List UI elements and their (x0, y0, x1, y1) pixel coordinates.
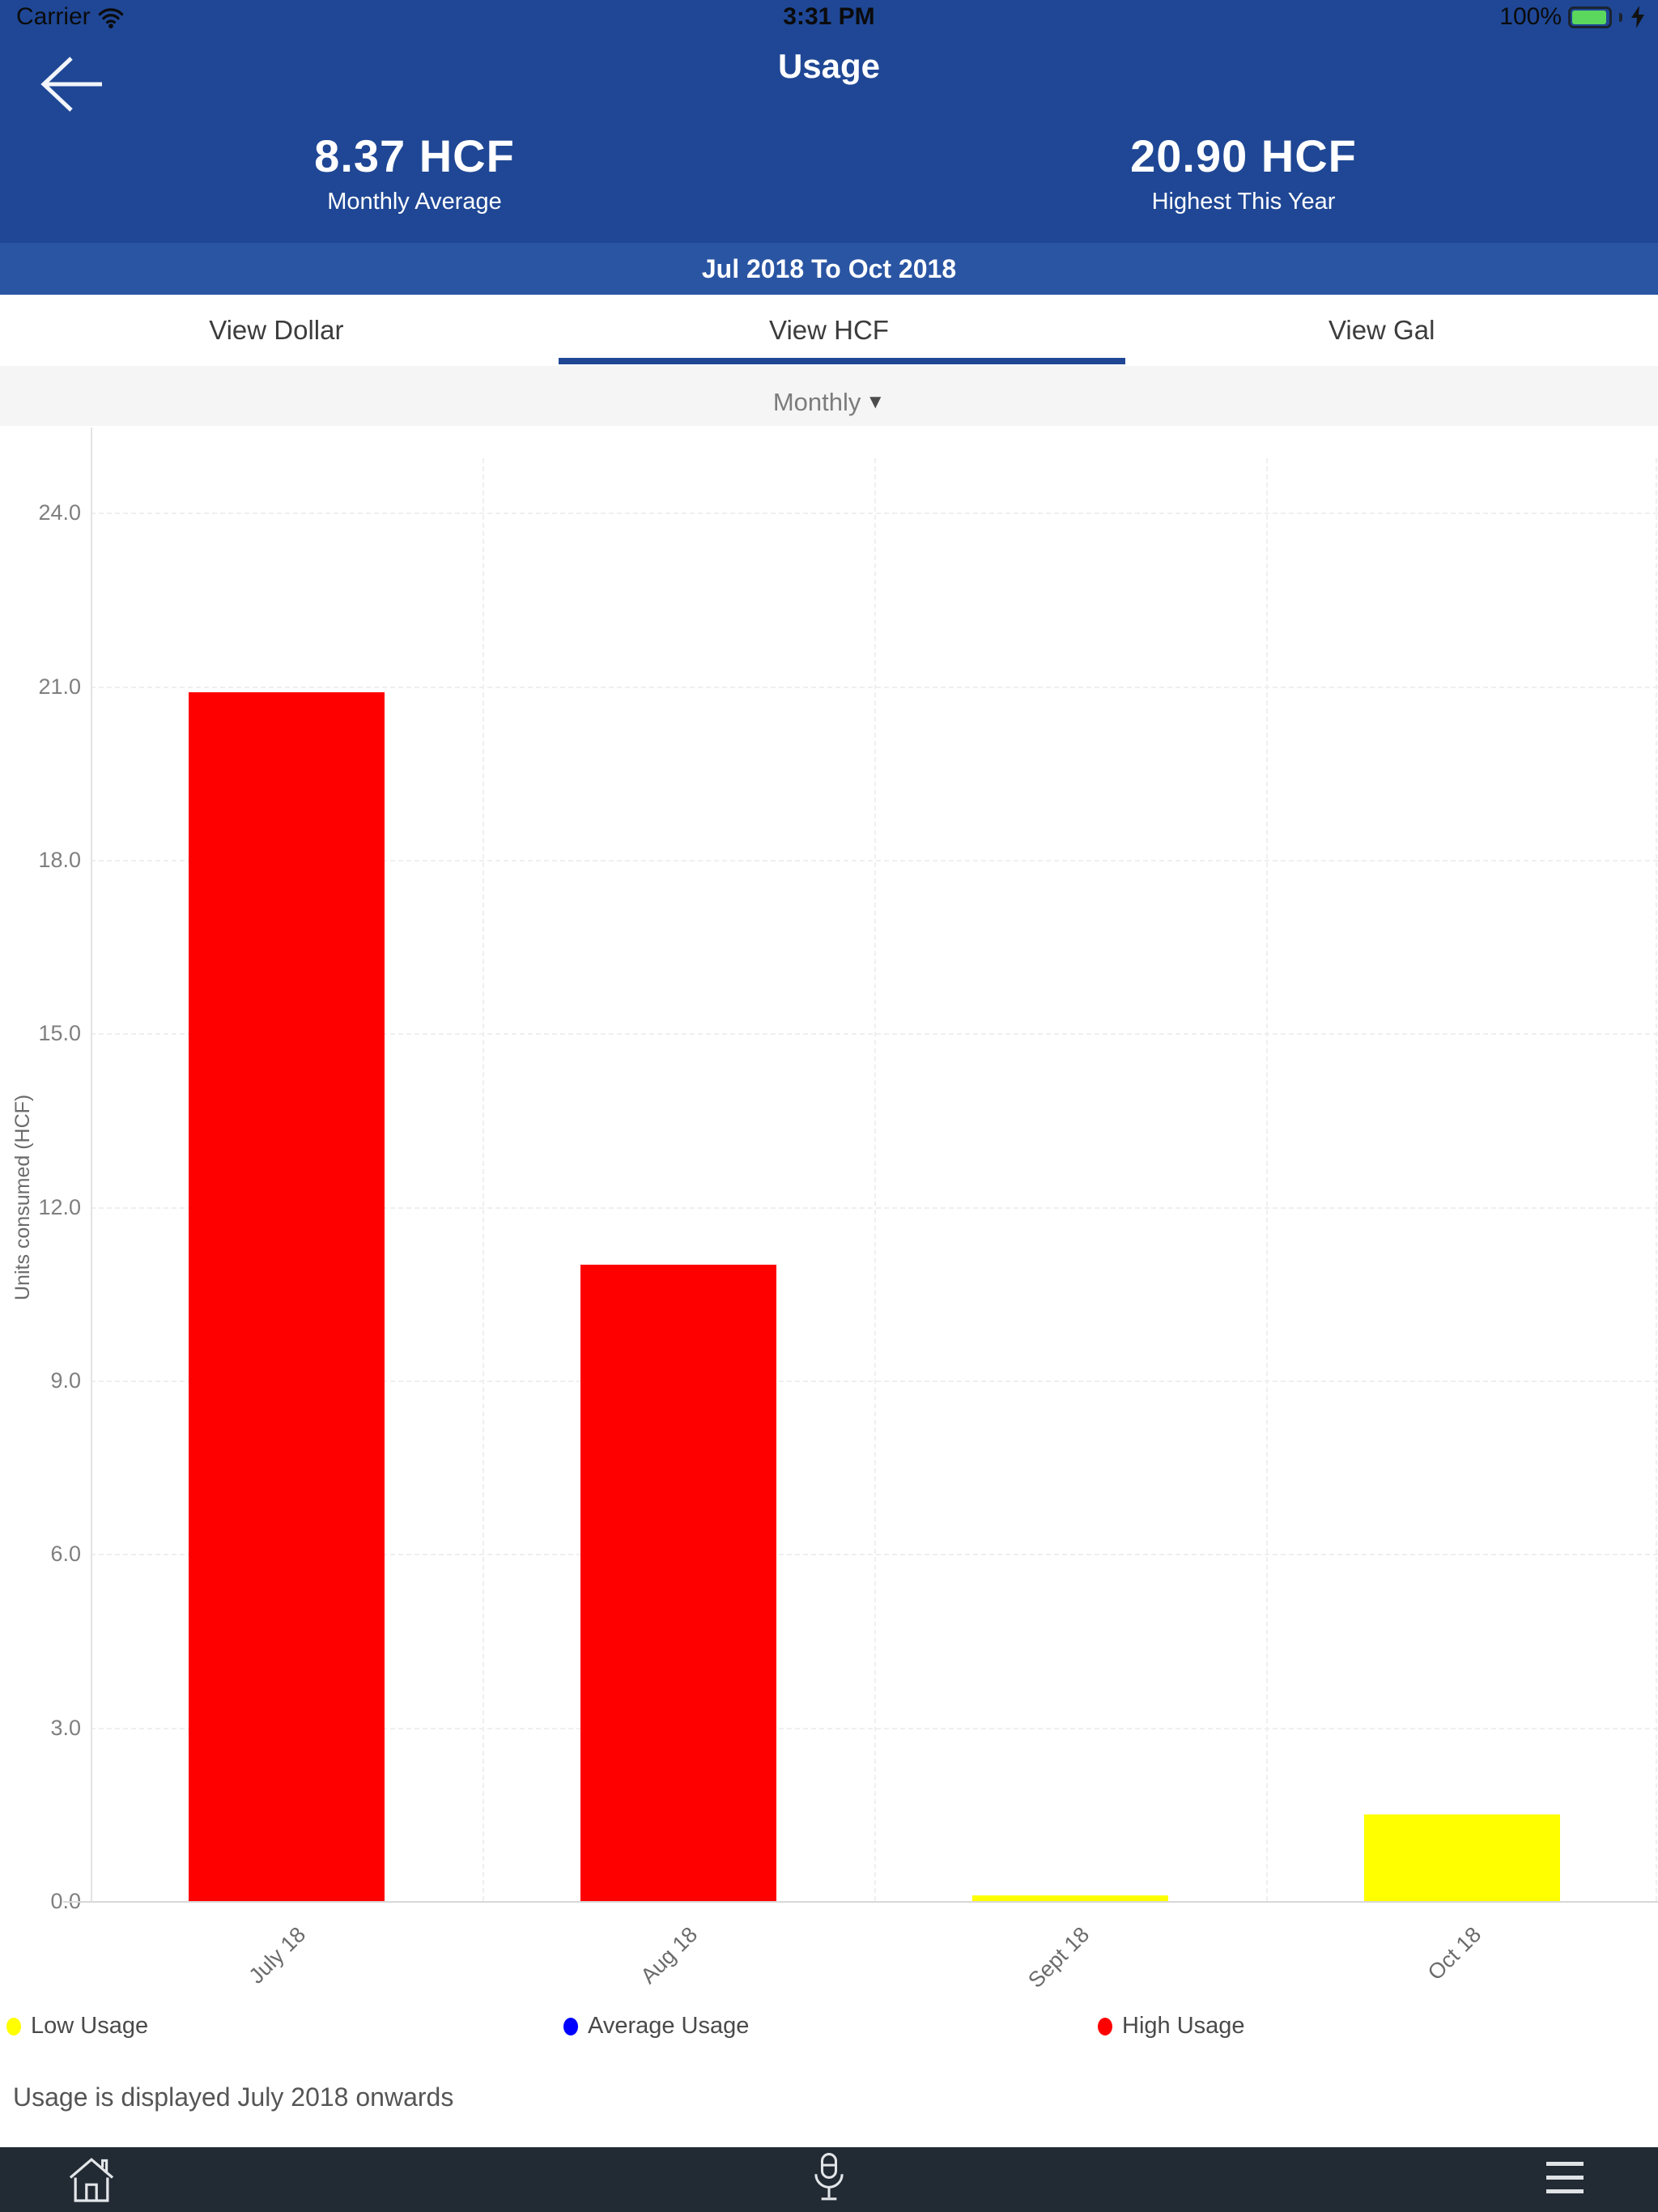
carrier-label: Carrier (16, 3, 91, 30)
bar-sept-18[interactable] (972, 1895, 1168, 1901)
gridline-vertical (483, 458, 484, 1901)
bar-aug-18[interactable] (580, 1265, 776, 1901)
active-tab-indicator (559, 358, 1125, 364)
period-value: Monthly (772, 388, 861, 416)
legend-item-high-usage: High Usage (1098, 2013, 1245, 2040)
status-bar: Carrier 3:31 PM 100% (0, 0, 1658, 36)
legend-item-average-usage: Average Usage (563, 2013, 749, 2040)
y-axis-tick-label: 24.0 (38, 500, 81, 525)
y-axis-tick-label: 21.0 (38, 674, 81, 699)
legend-dot-average (563, 2017, 578, 2035)
x-axis-line (63, 1901, 1658, 1903)
chart-legend: Low Usage Average Usage High Usage (0, 2013, 1658, 2042)
stat-value: 8.37 HCF (314, 130, 515, 181)
y-axis-tick-label: 6.0 (50, 1542, 81, 1567)
bar-july-18[interactable] (189, 691, 385, 1901)
header: Carrier 3:31 PM 100% Usage (0, 0, 1658, 243)
legend-dot-high (1098, 2017, 1112, 2035)
view-tabs: View Dollar View HCF View Gal (0, 295, 1658, 366)
legend-label: Average Usage (588, 2013, 750, 2039)
page-title: Usage (777, 47, 881, 85)
tab-view-dollar[interactable]: View Dollar (209, 315, 344, 345)
menu-icon[interactable] (1546, 2162, 1584, 2193)
stat-label: Highest This Year (1151, 189, 1336, 215)
y-axis-tick-label: 9.0 (50, 1368, 81, 1393)
stat-label: Monthly Average (327, 189, 502, 215)
date-range-band: Jul 2018 To Oct 2018 (0, 243, 1658, 295)
legend-label: High Usage (1122, 2013, 1245, 2039)
period-dropdown[interactable]: Monthly ▼ (773, 388, 885, 417)
home-icon[interactable] (66, 2155, 117, 2204)
chevron-down-icon: ▼ (865, 391, 886, 413)
gridline-vertical (1266, 458, 1268, 1901)
footer-note: Usage is displayed July 2018 onwards (13, 2082, 454, 2112)
stat-highest-this-year: 20.90 HCF Highest This Year (829, 130, 1658, 215)
legend-label: Low Usage (31, 2013, 149, 2039)
y-axis-title: Units consumed (HCF) (11, 1094, 34, 1300)
y-axis-tick-label: 15.0 (38, 1021, 81, 1046)
y-axis-tick-label: 3.0 (50, 1715, 81, 1740)
microphone-icon[interactable] (810, 2152, 848, 2207)
charging-bolt-icon (1631, 6, 1644, 28)
battery-percent: 100% (1499, 3, 1562, 30)
bottom-nav-bar (0, 2147, 1658, 2212)
legend-dot-low (6, 2017, 21, 2035)
tab-view-hcf[interactable]: View HCF (769, 315, 889, 345)
date-range-label: Jul 2018 To Oct 2018 (701, 253, 957, 283)
gridline-vertical (1656, 458, 1657, 1901)
y-axis-tick-label: 12.0 (38, 1194, 81, 1219)
battery-cap (1619, 12, 1622, 22)
stat-value: 20.90 HCF (1130, 130, 1357, 181)
legend-item-low-usage: Low Usage (6, 2013, 148, 2040)
usage-bar-chart: Units consumed (HCF) 0.0 3.0 6.0 9.0 12.0 15.… (0, 426, 1658, 2005)
y-axis-tick-label: 18.0 (38, 847, 81, 872)
stat-monthly-average: 8.37 HCF Monthly Average (0, 130, 829, 215)
wifi-icon (98, 8, 123, 29)
y-axis-line (91, 428, 92, 1901)
bar-oct-18[interactable] (1364, 1814, 1560, 1901)
gridline-vertical (874, 458, 876, 1901)
tab-view-gal[interactable]: View Gal (1328, 315, 1435, 345)
back-button[interactable] (21, 36, 118, 133)
battery-icon (1568, 6, 1612, 28)
clock: 3:31 PM (783, 3, 875, 30)
